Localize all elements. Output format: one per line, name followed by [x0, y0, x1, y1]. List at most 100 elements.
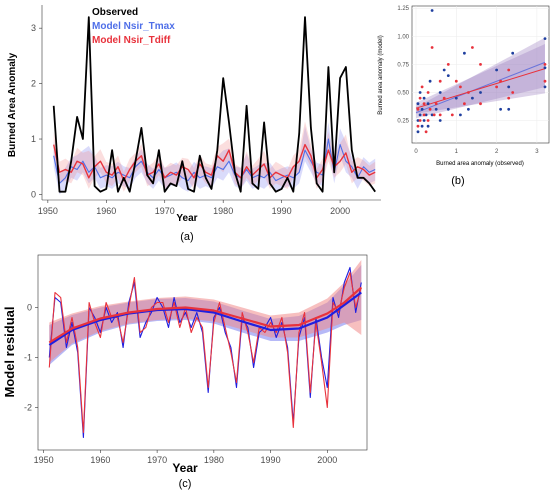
b-point: [543, 63, 547, 66]
b-fit-line: [415, 61, 546, 114]
c-plot-border: [37, 254, 368, 451]
b-point: [459, 113, 462, 117]
b-point: [418, 91, 422, 94]
b-point: [543, 85, 547, 89]
b-point: [426, 102, 430, 106]
b-point: [450, 113, 454, 117]
b-point: [430, 113, 434, 117]
panel-c: 1950 1960 1970 1980 1990 2000 -2 -1 0 Year Model…: [2, 254, 368, 490]
c-ylabel: Model residual: [2, 306, 17, 397]
b-point: [434, 102, 438, 106]
b-point: [434, 107, 438, 111]
c-x-tick-label: 1990: [261, 455, 281, 465]
b-point: [507, 107, 511, 111]
b-point: [438, 91, 442, 94]
c-y-tick-label: 0: [27, 303, 32, 313]
b-point: [438, 79, 442, 83]
c-x-tick-label: 1980: [204, 455, 224, 465]
a-x-tick-label: 1990: [272, 206, 292, 216]
panel-b: 0 1 2 3 0.25 0.50 0.75 1.00 1.25 Burned area ano…: [378, 5, 550, 187]
b-point: [420, 124, 424, 128]
b-x-tick-label: 3: [535, 149, 539, 155]
c-y-tick-label: -1: [24, 353, 32, 363]
b-point: [428, 107, 432, 111]
b-y-tick-label: 1.00: [397, 34, 409, 40]
a-x-tick-label: 1970: [155, 206, 175, 216]
b-point: [432, 113, 436, 117]
b-y-tick-label: 0.25: [397, 119, 409, 125]
b-point: [420, 107, 424, 111]
c-x-tick-label: 1960: [90, 455, 110, 465]
a-x-tick-label: 2000: [330, 206, 350, 216]
b-point: [416, 124, 420, 128]
b-fit-band: [416, 43, 545, 114]
b-point: [499, 107, 502, 111]
c-x-tick-label: 1950: [34, 455, 54, 465]
b-x-tick-label: 1: [455, 149, 459, 155]
legend-observed: Observed: [92, 7, 138, 18]
b-point: [426, 124, 430, 128]
b-point: [426, 119, 430, 122]
a-xlabel: Year: [176, 213, 197, 224]
b-point: [430, 9, 434, 12]
b-point: [422, 113, 426, 117]
b-point: [420, 85, 424, 89]
b-point: [416, 119, 420, 122]
b-point: [479, 91, 482, 94]
c-panel-label: (c): [179, 478, 192, 490]
b-point: [511, 51, 515, 55]
b-point: [471, 46, 474, 49]
a-panel-label: (a): [180, 231, 193, 243]
b-point: [479, 102, 482, 106]
b-point: [422, 96, 426, 100]
a-ylabel: Burned Area Anomaly: [7, 52, 18, 157]
c-y-tick-label: -2: [24, 403, 32, 413]
b-point: [418, 119, 422, 122]
b-point: [507, 68, 511, 72]
b-panel-label: (b): [451, 175, 464, 187]
b-y-tick-label: 0.75: [397, 62, 409, 68]
b-point: [418, 113, 422, 117]
b-point: [446, 74, 450, 77]
b-point: [416, 107, 420, 111]
b-point: [471, 96, 474, 100]
b-point: [442, 68, 446, 72]
panel-a: 1950 1960 1970 1980 1990 2000 0 1 2 3 Year Burned…: [7, 5, 381, 243]
legend-nsir-tdiff: Model Nsir_Tdiff: [92, 35, 171, 46]
b-point: [422, 102, 426, 106]
b-point: [426, 91, 430, 94]
b-y-tick-label: 1.25: [397, 6, 409, 12]
b-point: [418, 96, 422, 100]
b-point: [424, 130, 428, 134]
legend-nsir-tmax: Model Nsir_Tmax: [92, 21, 175, 32]
c-series-line: [48, 271, 362, 434]
b-point: [543, 79, 547, 83]
c-trend-line: [48, 286, 363, 344]
b-point: [463, 102, 466, 106]
b-point: [467, 107, 470, 111]
b-point: [507, 96, 511, 100]
b-y-tick-label: 0.50: [397, 90, 409, 96]
b-point: [467, 91, 470, 94]
c-x-tick-label: 1970: [147, 455, 167, 465]
c-x-tick-label: 2000: [317, 455, 337, 465]
b-xlabel: Burned area anomaly (observed): [436, 161, 524, 167]
b-point: [463, 51, 466, 55]
c-xlabel: Year: [172, 461, 198, 475]
a-y-tick-label: 0: [31, 189, 36, 199]
b-point: [430, 46, 434, 49]
b-point: [438, 113, 442, 117]
a-y-tick-label: 1: [31, 134, 36, 144]
b-point: [495, 68, 498, 72]
b-point: [454, 96, 458, 100]
b-point: [507, 85, 511, 89]
b-point: [446, 63, 450, 66]
b-ylabel: Burned area anomaly (model): [378, 35, 384, 114]
b-point: [459, 85, 462, 89]
a-x-tick-label: 1980: [213, 206, 233, 216]
b-point: [446, 107, 450, 111]
b-point: [543, 66, 547, 70]
b-point: [495, 85, 498, 89]
c-trend-line: [48, 291, 362, 346]
